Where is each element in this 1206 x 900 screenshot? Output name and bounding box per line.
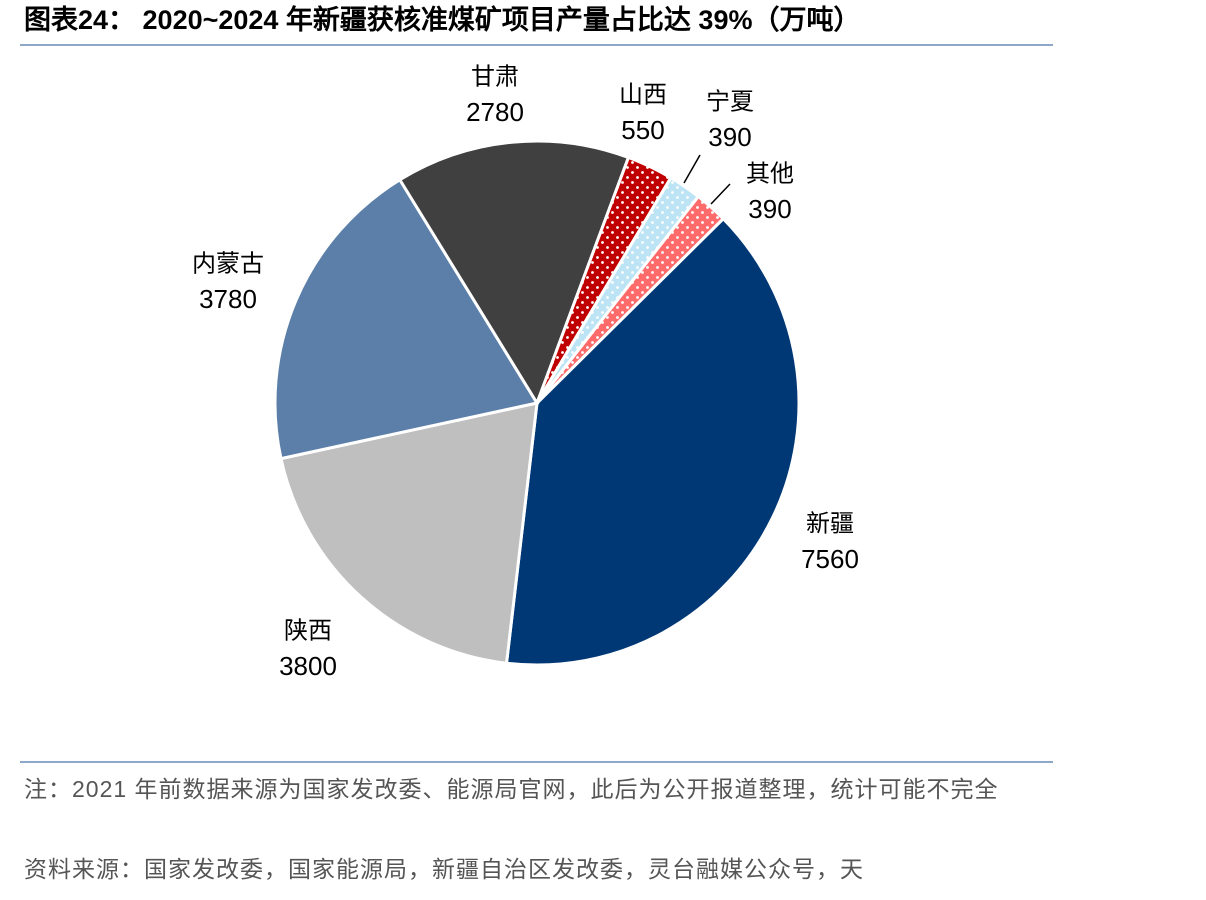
slice-label: 新疆 — [806, 510, 854, 537]
slice-label: 其他 — [746, 160, 794, 187]
pie-slice — [504, 216, 801, 667]
slice-label: 内蒙古 — [192, 250, 264, 277]
slice-label: 山西 — [619, 81, 667, 108]
source: 资料来源：国家发改委，国家能源局，新疆自治区发改委，灵台融媒公众号，天 — [24, 856, 864, 882]
pie-slice — [273, 177, 540, 461]
pie-slice — [279, 401, 539, 665]
value-label: 390 — [708, 122, 751, 152]
pie-slice — [397, 139, 631, 407]
note: 注：2021 年前数据来源为国家发改委、能源局官网，此后为公开报道整理，统计可能… — [24, 776, 999, 802]
value-label: 3800 — [279, 651, 337, 681]
leader-line — [683, 154, 701, 184]
value-label: 390 — [748, 194, 791, 224]
chart-title: 图表24： 2020~2024 年新疆获核准煤矿项目产量占比达 39%（万吨） — [24, 4, 860, 35]
slice-label: 甘肃 — [471, 63, 519, 90]
leader-line — [710, 183, 731, 205]
value-label: 7560 — [801, 544, 859, 574]
value-label: 550 — [621, 115, 664, 145]
pie-slice — [535, 194, 726, 405]
slice-label: 陕西 — [284, 617, 332, 644]
slice-label: 宁夏 — [706, 88, 754, 115]
value-label: 2780 — [466, 97, 524, 127]
value-label: 3780 — [199, 284, 257, 314]
